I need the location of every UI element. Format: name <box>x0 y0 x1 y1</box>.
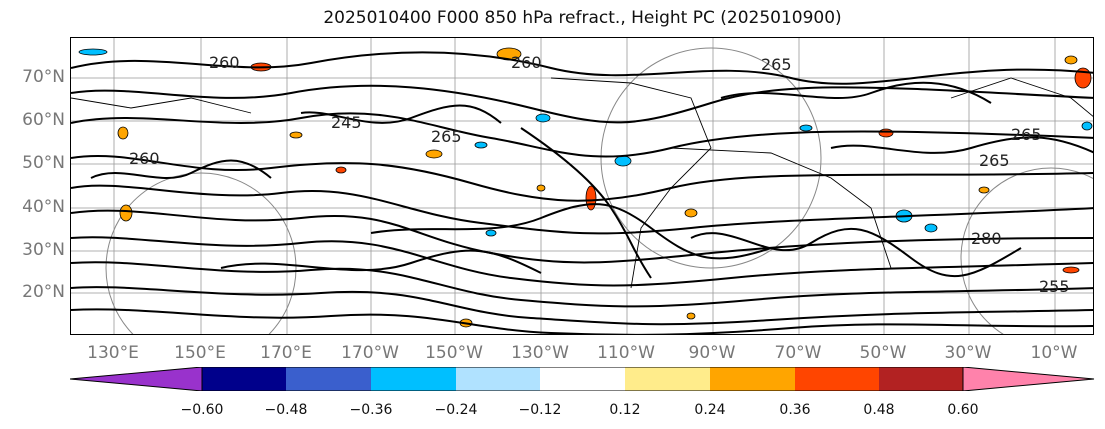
colorbar-segment <box>540 367 625 391</box>
contour-label: 260 <box>511 53 542 72</box>
lat-label-70n: 70°N <box>22 67 65 87</box>
colorbar-tick: 0.60 <box>947 402 979 418</box>
lat-label-40n: 40°N <box>22 197 65 217</box>
colorbar-segment <box>710 367 795 391</box>
colorbar-segment <box>456 367 540 391</box>
map-svg: 260 265 245 265 260 265 265 280 260 255 <box>71 38 1093 334</box>
lat-label-50n: 50°N <box>22 153 65 173</box>
lon-label-10w: 10°W <box>1030 343 1078 363</box>
colorbar-tick: 0.12 <box>609 402 641 418</box>
lon-label-170w: 170°W <box>341 343 399 363</box>
contour-label: 260 <box>129 149 160 168</box>
contour-label: 280 <box>971 229 1002 248</box>
colorbar-tick: −0.36 <box>349 402 393 418</box>
colorbar-segment <box>795 367 879 391</box>
colorbar-tick: −0.48 <box>264 402 308 418</box>
colorbar <box>69 366 1096 395</box>
colorbar-segment <box>371 367 456 391</box>
contour-label: 260 <box>209 53 240 72</box>
coastlines <box>71 77 1093 289</box>
lon-label-90w: 90°W <box>688 343 736 363</box>
contour-label: 255 <box>1039 277 1070 296</box>
colorbar-extend-low <box>69 366 203 392</box>
colorbar-svg <box>69 366 1095 392</box>
colorbar-segment <box>286 367 371 391</box>
colorbar-segment <box>202 367 286 391</box>
lat-label-20n: 20°N <box>22 282 65 302</box>
map-title: 2025010400 F000 850 hPa refract., Height… <box>323 8 842 28</box>
colorbar-tick: −0.12 <box>518 402 562 418</box>
colorbar-tick: 0.48 <box>863 402 895 418</box>
colorbar-segment <box>879 367 963 391</box>
colorbar-segment <box>625 367 710 391</box>
colorbar-tick: 0.24 <box>694 402 726 418</box>
range-rings <box>105 47 1093 334</box>
colorbar-tick: 0.36 <box>779 402 811 418</box>
colorbar-extend-high <box>962 366 1095 392</box>
contour-label: 265 <box>1011 125 1042 144</box>
contour-label: 245 <box>331 113 362 132</box>
lon-label-150w: 150°W <box>425 343 483 363</box>
lon-label-30w: 30°W <box>944 343 992 363</box>
map-panel: 260 265 245 265 260 265 265 280 260 255 <box>70 37 1094 335</box>
shaded-anomalies <box>78 47 1093 328</box>
lon-label-150e: 150°E <box>174 343 226 363</box>
lat-label-60n: 60°N <box>22 110 65 130</box>
lon-label-130w: 130°W <box>511 343 569 363</box>
lat-label-30n: 30°N <box>22 240 65 260</box>
colorbar-tick: −0.24 <box>434 402 478 418</box>
height-contours <box>71 51 1093 334</box>
lon-label-170e: 170°E <box>260 343 312 363</box>
graticule <box>71 38 1093 334</box>
lon-label-130e: 130°E <box>87 343 139 363</box>
lon-label-70w: 70°W <box>774 343 822 363</box>
lon-label-110w: 110°W <box>597 343 655 363</box>
contour-label: 265 <box>431 127 462 146</box>
contour-label: 265 <box>761 55 792 74</box>
contour-label: 265 <box>979 151 1010 170</box>
lon-label-50w: 50°W <box>859 343 907 363</box>
colorbar-tick: −0.60 <box>180 402 224 418</box>
